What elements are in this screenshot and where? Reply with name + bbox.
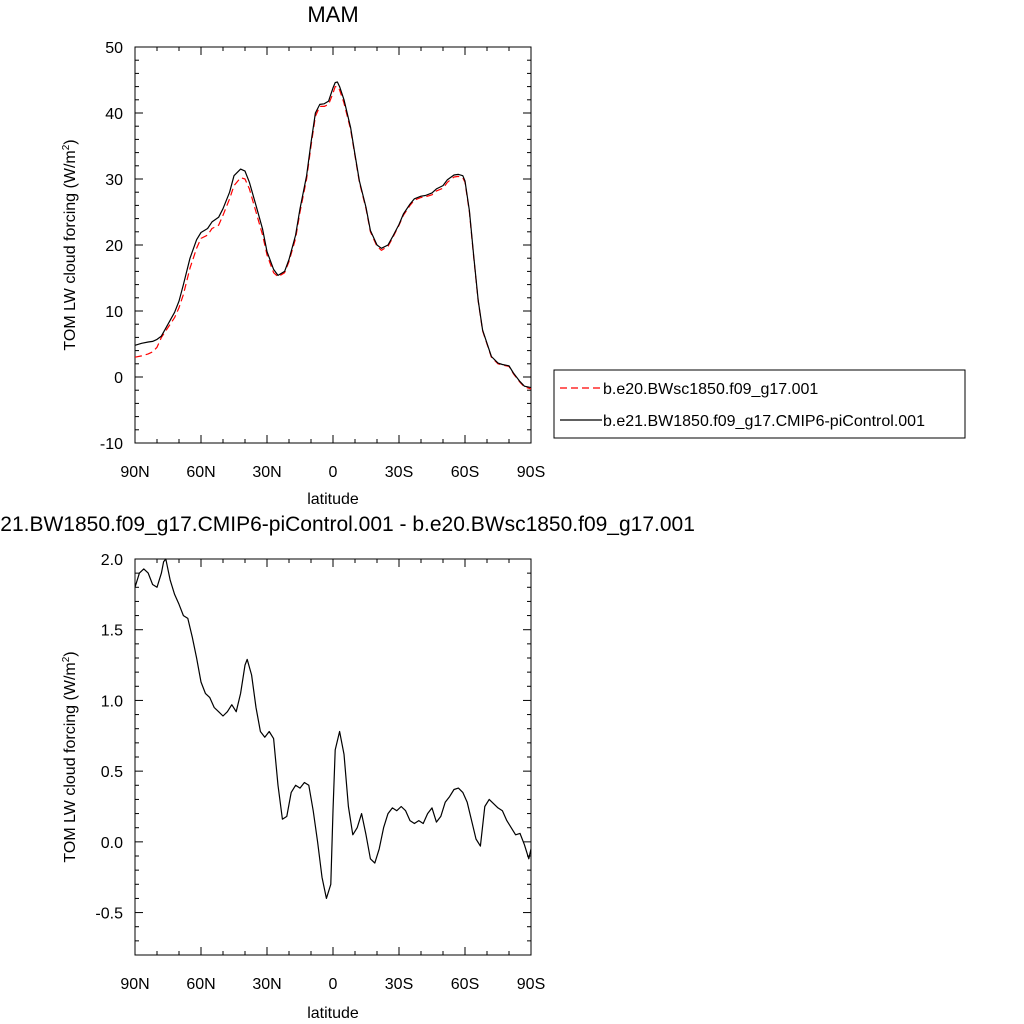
x-axis-label: latitude bbox=[307, 491, 359, 508]
x-tick-label: 30N bbox=[252, 976, 281, 993]
x-tick-label: 0 bbox=[329, 976, 338, 993]
x-tick-label: 90S bbox=[517, 464, 545, 481]
series-line-1 bbox=[134, 85, 532, 390]
chart-title: MAM bbox=[307, 2, 358, 27]
x-tick-label: 60N bbox=[186, 464, 215, 481]
legend-label: b.e21.BW1850.f09_g17.CMIP6-piControl.001 bbox=[603, 413, 925, 430]
y-axis-label-sup: 2 bbox=[61, 656, 72, 662]
x-tick-label: 90N bbox=[120, 464, 149, 481]
y-tick-label: -10 bbox=[100, 436, 123, 453]
plot-frame bbox=[134, 558, 532, 956]
y-tick-label: 20 bbox=[105, 238, 123, 255]
y-tick-label: 0 bbox=[114, 370, 123, 387]
chart-panel-2: b.e21.BW1850.f09_g17.CMIP6-piControl.001… bbox=[0, 513, 695, 1022]
series-line-1 bbox=[134, 558, 532, 900]
y-axis-label-close: ) bbox=[62, 139, 79, 144]
y-axis-label: TOM LW cloud forcing (W/m2) bbox=[61, 139, 79, 350]
legend-label: b.e20.BWsc1850.f09_g17.001 bbox=[603, 381, 818, 398]
x-tick-label: 90S bbox=[517, 976, 545, 993]
y-tick-label: -0.5 bbox=[95, 906, 123, 923]
chart-panel-1: MAM -10 0 10 20 30 40 50 90N 60N 30N 0 30S 60S 90S lati… bbox=[61, 2, 966, 508]
legend-box bbox=[553, 369, 966, 439]
y-axis-label-close: ) bbox=[62, 651, 79, 656]
x-tick-label: 0 bbox=[329, 464, 338, 481]
chart-title: b.e21.BW1850.f09_g17.CMIP6-piControl.001… bbox=[0, 513, 695, 536]
legend: b.e20.BWsc1850.f09_g17.001 b.e21.BW1850.f… bbox=[553, 369, 966, 439]
x-tick-label: 30S bbox=[385, 464, 413, 481]
x-tick-label: 60S bbox=[451, 464, 479, 481]
x-axis-label: latitude bbox=[307, 1005, 359, 1022]
x-tick-label: 90N bbox=[120, 976, 149, 993]
y-tick-label: 30 bbox=[105, 172, 123, 189]
x-tick-label: 60N bbox=[186, 976, 215, 993]
x-tick-label: 60S bbox=[451, 976, 479, 993]
y-axis-label-sup: 2 bbox=[61, 144, 72, 150]
y-tick-label: 1.0 bbox=[101, 693, 123, 710]
y-tick-label: 0.5 bbox=[101, 764, 123, 781]
y-axis-label-text: TOM LW cloud forcing (W/m bbox=[62, 150, 79, 350]
y-axis-label: TOM LW cloud forcing (W/m2) bbox=[61, 651, 79, 862]
series-line-2 bbox=[134, 81, 532, 389]
x-tick-label: 30N bbox=[252, 464, 281, 481]
y-tick-label: 2.0 bbox=[101, 552, 123, 569]
x-tick-label: 30S bbox=[385, 976, 413, 993]
y-tick-label: 0.0 bbox=[101, 835, 123, 852]
y-tick-label: 10 bbox=[105, 304, 123, 321]
y-axis-label-text: TOM LW cloud forcing (W/m bbox=[62, 662, 79, 862]
y-tick-label: 50 bbox=[105, 40, 123, 57]
y-tick-label: 40 bbox=[105, 106, 123, 123]
y-tick-label: 1.5 bbox=[101, 623, 123, 640]
